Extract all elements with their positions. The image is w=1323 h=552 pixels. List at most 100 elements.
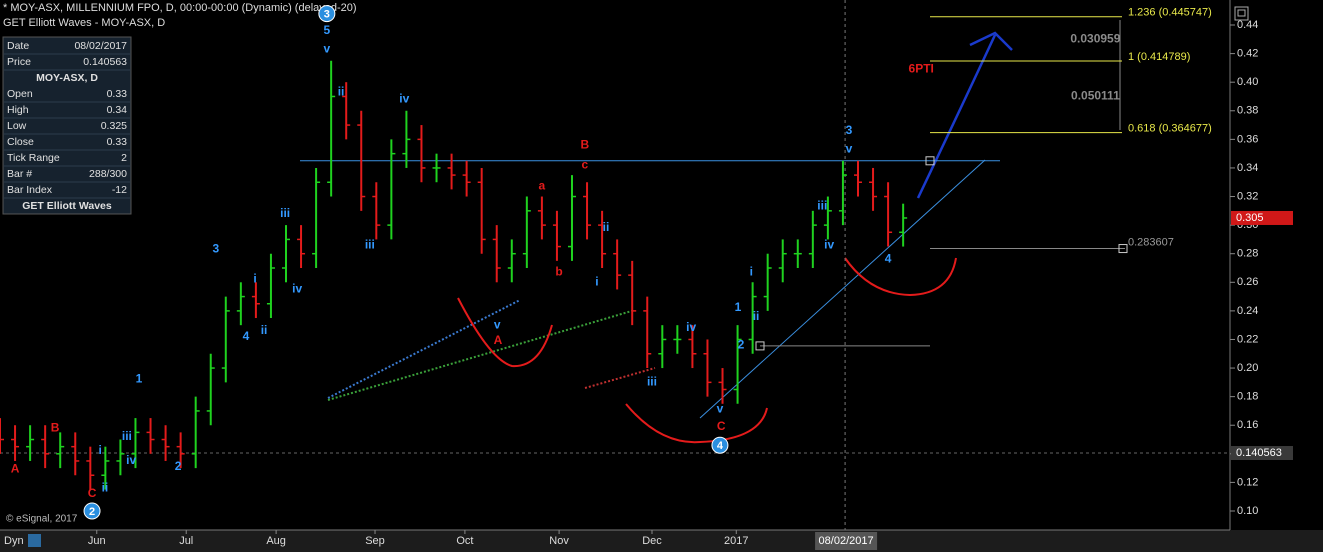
fib-label: 1.236 (0.445747) xyxy=(1128,7,1212,19)
wave-label: 0.050111 xyxy=(1071,89,1120,103)
wave-label: A xyxy=(494,333,503,347)
y-tick-label: 0.26 xyxy=(1237,276,1258,288)
x-axis-strip xyxy=(0,530,1323,552)
info-value: 0.34 xyxy=(107,104,128,116)
y-tick-label: 0.36 xyxy=(1237,133,1258,145)
wave-label: B xyxy=(581,137,590,151)
level-label: 0.283607 xyxy=(1128,236,1174,248)
red-arc xyxy=(625,403,768,444)
wave-label: C xyxy=(717,419,726,433)
wave-label: 4 xyxy=(243,329,250,343)
wave-label: a xyxy=(539,179,546,193)
wave-circle-label: 4 xyxy=(717,440,724,452)
red-arc xyxy=(844,257,957,297)
mode-label: Dyn xyxy=(4,535,24,547)
info-key: Bar Index xyxy=(7,184,53,196)
wave-label: 6PTI xyxy=(909,61,934,75)
y-tick-label: 0.22 xyxy=(1237,333,1258,345)
wave-circle xyxy=(318,5,336,23)
info-panel-box xyxy=(2,36,132,215)
wave-label: iii xyxy=(280,206,290,220)
wave-label: 3 xyxy=(213,242,220,256)
wave-label: B xyxy=(51,420,60,434)
fib-label: 0.618 (0.364677) xyxy=(1128,123,1212,135)
wave-label: iv xyxy=(686,320,696,334)
fib-label: 1 (0.414789) xyxy=(1128,51,1190,63)
x-tick-label: Aug xyxy=(266,535,286,547)
wave-label: v xyxy=(324,41,331,55)
info-value: 08/02/2017 xyxy=(74,40,127,52)
info-value: 2 xyxy=(121,152,127,164)
y-tick-label: 0.34 xyxy=(1237,162,1258,174)
wave-label: 2 xyxy=(175,459,182,473)
anchor-box xyxy=(1118,244,1128,254)
y-tick-label: 0.44 xyxy=(1237,19,1258,31)
y-tick-label: 0.24 xyxy=(1237,305,1258,317)
info-key: Open xyxy=(7,88,33,100)
wave-label: v xyxy=(846,142,853,156)
wave-label: iii xyxy=(365,237,375,251)
wave-label: ii xyxy=(753,309,760,323)
mode-button[interactable] xyxy=(28,534,41,547)
wave-label: 3 xyxy=(846,123,853,137)
y-tick-label: 0.10 xyxy=(1237,505,1258,517)
window-button[interactable] xyxy=(1234,6,1249,21)
y-tick-label: 0.16 xyxy=(1237,419,1258,431)
wave-label: C xyxy=(88,486,97,500)
chart-title: * MOY-ASX, MILLENNIUM FPO, D, 00:00-00:0… xyxy=(3,2,357,14)
price-tag xyxy=(1231,210,1293,225)
wave-label: ii xyxy=(261,323,268,337)
y-tick-label: 0.18 xyxy=(1237,391,1258,403)
wave-label: v xyxy=(494,317,501,331)
info-value: 0.140563 xyxy=(83,56,127,68)
wave-circle-label: 2 xyxy=(89,506,95,518)
price-tag-label: 0.305 xyxy=(1236,212,1264,224)
info-key: Close xyxy=(7,136,34,148)
chart-subtitle: GET Elliott Waves - MOY-ASX, D xyxy=(3,17,165,29)
wave-label: 1 xyxy=(735,300,742,314)
window-button-icon xyxy=(1237,9,1246,17)
info-panel: Date 08/02/2017 Price 0.140563 MOY-ASX, DOpe… xyxy=(2,36,132,215)
wave-label: 1 xyxy=(136,372,143,386)
dotted-channel-green xyxy=(327,309,636,401)
y-tick-label: 0.42 xyxy=(1237,48,1258,60)
wave-circle-label: 3 xyxy=(324,8,330,20)
info-key: Date xyxy=(7,40,29,52)
wave-circle xyxy=(83,502,101,520)
info-footer: GET Elliott Waves xyxy=(22,200,112,212)
info-key: High xyxy=(7,104,29,116)
info-key: Low xyxy=(7,120,27,132)
wave-label: iii xyxy=(817,199,827,213)
wave-label: iv xyxy=(292,282,302,296)
wave-label: iv xyxy=(399,92,409,106)
wave-label: v xyxy=(717,402,724,416)
info-key: Bar # xyxy=(7,168,32,180)
info-key: Price xyxy=(7,56,31,68)
cursor-tag xyxy=(815,532,878,550)
red-arc xyxy=(457,297,553,368)
copyright: © eSignal, 2017 xyxy=(6,514,78,525)
y-tick-label: 0.40 xyxy=(1237,76,1258,88)
projection-arrow xyxy=(916,31,1013,199)
wave-label: A xyxy=(11,462,20,476)
y-tick-label: 0.20 xyxy=(1237,362,1258,374)
x-tick-label: Jun xyxy=(88,535,106,547)
wave-label: i xyxy=(750,264,753,278)
wave-label: iii xyxy=(122,429,132,443)
wave-label: 4 xyxy=(885,252,892,266)
wave-label: c xyxy=(582,157,589,171)
anchor-box xyxy=(925,156,935,166)
x-tick-label: Oct xyxy=(456,535,473,547)
x-tick-label: Nov xyxy=(549,535,569,547)
wave-label: iv xyxy=(824,237,834,251)
wave-label: ii xyxy=(338,84,345,98)
wave-label: i xyxy=(99,443,102,457)
info-value: 0.33 xyxy=(107,136,128,148)
info-key: Tick Range xyxy=(7,152,60,164)
y-tick-label: 0.12 xyxy=(1237,476,1258,488)
wave-label: 0.030959 xyxy=(1070,31,1120,45)
wave-label: ii xyxy=(603,220,610,234)
info-value: 0.33 xyxy=(107,88,128,100)
